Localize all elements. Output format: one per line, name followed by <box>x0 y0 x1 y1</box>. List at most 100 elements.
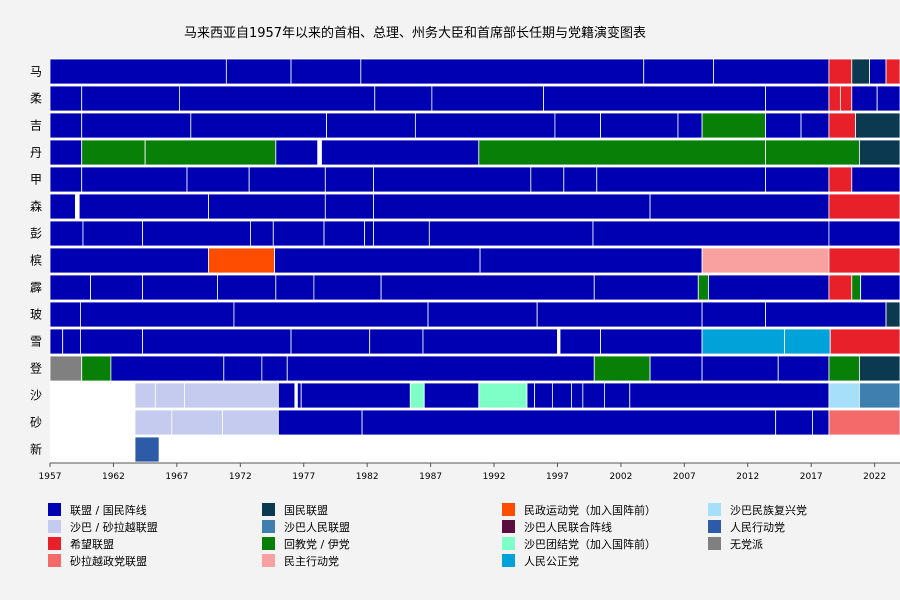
legend-swatch <box>708 537 721 550</box>
tenure-bar <box>855 112 900 139</box>
tenure-bar <box>828 58 853 85</box>
tenure-bar <box>701 112 766 139</box>
legend-label: 沙巴 / 砂拉越联盟 <box>70 521 158 534</box>
legend-swatch <box>502 520 515 533</box>
tenure-bar <box>274 247 481 274</box>
tenure-bar <box>543 85 766 112</box>
legend-item: 国民联盟 <box>262 503 328 519</box>
legend-item: 沙巴人民联合阵线 <box>502 520 612 536</box>
legend-swatch <box>262 503 275 516</box>
tenure-bar <box>82 220 144 247</box>
tenure-bar <box>530 166 565 193</box>
x-tick-label: 2002 <box>609 472 632 482</box>
legend-swatch <box>502 554 515 567</box>
tenure-bar <box>277 409 363 436</box>
legend-swatch <box>502 537 515 550</box>
tenure-bar <box>701 301 766 328</box>
row-label: 甲 <box>30 173 42 187</box>
tenure-bar <box>828 85 841 112</box>
row-label: 玻 <box>30 308 42 322</box>
tenure-bar <box>414 112 556 139</box>
tenure-bar <box>526 382 536 409</box>
legend-label: 民主行动党 <box>284 555 339 568</box>
legend-item: 希望联盟 <box>48 537 114 553</box>
tenure-bar <box>697 274 709 301</box>
x-tick-label: 1997 <box>546 472 569 482</box>
x-tick-label: 1982 <box>356 472 379 482</box>
tenure-bar <box>142 220 251 247</box>
tenure-bar <box>290 58 362 85</box>
tenure-bar <box>828 247 900 274</box>
tenure-bar <box>134 382 156 409</box>
tenure-bar <box>373 193 651 220</box>
tenure-bar <box>559 328 601 355</box>
legend-label: 希望联盟 <box>70 538 114 551</box>
tenure-bar <box>373 166 532 193</box>
tenure-bar <box>708 274 830 301</box>
row-label: 霹 <box>30 281 42 295</box>
tenure-bar <box>478 139 766 166</box>
x-tick-label: 2017 <box>800 472 823 482</box>
row-label: 彭 <box>30 227 42 241</box>
legend-label: 砂拉越政党联盟 <box>70 555 147 568</box>
row-label: 沙 <box>30 389 42 403</box>
tenure-bar <box>828 355 860 382</box>
tenure-bar <box>80 301 235 328</box>
legend-label: 人民行动党 <box>730 521 785 534</box>
legend-swatch <box>48 537 61 550</box>
tenure-bar <box>800 112 830 139</box>
legend-label: 沙巴团结党（加入国阵前） <box>524 538 656 551</box>
tenure-bar <box>629 382 830 409</box>
legend-label: 沙巴民族复兴党 <box>730 504 807 517</box>
tenure-bar <box>49 220 84 247</box>
tenure-bar <box>208 193 326 220</box>
tenure-bar <box>885 301 900 328</box>
x-tick-label: 2012 <box>736 472 759 482</box>
row-label: 登 <box>30 361 42 376</box>
tenure-bar <box>81 85 180 112</box>
tenure-bar <box>62 328 81 355</box>
tenure-bar <box>323 220 366 247</box>
tenure-bar <box>876 85 900 112</box>
tenure-bar <box>554 112 601 139</box>
legend-swatch <box>262 554 275 567</box>
tenure-bar <box>223 355 263 382</box>
x-tick-label: 1992 <box>483 472 506 482</box>
tenure-bar <box>364 220 374 247</box>
x-tick-label: 1962 <box>102 472 125 482</box>
tenure-bar <box>713 58 830 85</box>
tenure-bar <box>784 328 831 355</box>
tenure-bar <box>551 382 572 409</box>
tenure-bar <box>869 58 887 85</box>
legend-swatch <box>502 503 515 516</box>
x-tick-label: 1957 <box>39 472 62 482</box>
tenure-bar <box>859 382 900 409</box>
tenure-bar <box>600 112 679 139</box>
legend-label: 回教党 / 伊党 <box>284 538 350 551</box>
legend-label: 人民公正党 <box>524 555 579 568</box>
tenure-bar <box>361 409 777 436</box>
x-tick-label: 1987 <box>419 472 442 482</box>
tenure-bar <box>179 85 376 112</box>
row-label: 砂 <box>30 416 42 430</box>
tenure-bar <box>154 382 185 409</box>
tenure-bar <box>701 355 779 382</box>
tenure-bar <box>313 274 382 301</box>
tenure-bar <box>765 166 830 193</box>
tenure-bar <box>829 328 900 355</box>
tenure-bar <box>828 112 856 139</box>
legend-swatch <box>262 537 275 550</box>
tenure-bar <box>812 409 830 436</box>
legend-label: 无党派 <box>730 538 763 551</box>
tenure-bar <box>677 112 703 139</box>
tenure-bar <box>49 58 227 85</box>
tenure-bar <box>427 301 538 328</box>
tenure-bar <box>571 382 584 409</box>
legend-swatch <box>708 520 721 533</box>
legend-item: 无党派 <box>708 537 763 553</box>
tenure-bar <box>326 112 416 139</box>
tenure-bar <box>49 166 83 193</box>
tenure-bar <box>171 409 223 436</box>
tenure-bar <box>828 193 900 220</box>
row-label: 新 <box>30 442 42 457</box>
